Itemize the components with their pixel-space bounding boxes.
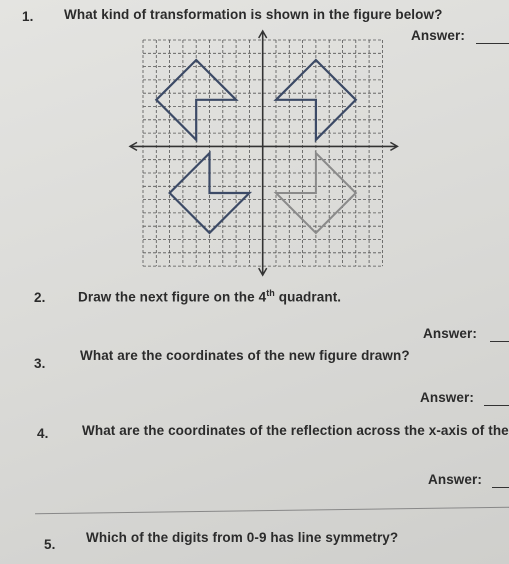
arrow	[390, 141, 399, 152]
superscript: th	[266, 288, 275, 298]
question-number: 4.	[37, 426, 49, 441]
arrow	[258, 267, 268, 277]
figure	[154, 58, 239, 143]
answer-label: Answer:	[423, 326, 477, 341]
arrow	[128, 141, 138, 152]
question-text: What kind of transformation is shown in …	[64, 7, 443, 22]
question-text-end: quadrant.	[278, 289, 342, 305]
question-text: Draw the next figure on the 4th quadrant…	[78, 288, 341, 305]
answer-label: Answer:	[420, 390, 474, 405]
figure	[168, 150, 253, 235]
question-text: Which of the digits from 0-9 has line sy…	[86, 530, 399, 545]
answer-blank	[490, 341, 509, 342]
answer-blank	[492, 487, 509, 488]
question-text: What are the coordinates of the new figu…	[80, 348, 410, 363]
answer-label: Answer:	[411, 28, 465, 43]
question-number: 2.	[34, 290, 46, 305]
question-number: 5.	[44, 537, 56, 552]
answer-label: Answer:	[428, 472, 482, 487]
arrow	[258, 29, 268, 39]
answer-blank	[476, 43, 509, 44]
question-number: 1.	[22, 9, 34, 24]
question-text-main: Draw the next figure on the 4	[78, 289, 267, 305]
question-text: What are the coordinates of the reflecti…	[82, 423, 509, 438]
figure	[273, 58, 358, 143]
question-number: 3.	[34, 356, 46, 371]
answer-blank	[484, 405, 509, 406]
figure	[273, 150, 358, 235]
